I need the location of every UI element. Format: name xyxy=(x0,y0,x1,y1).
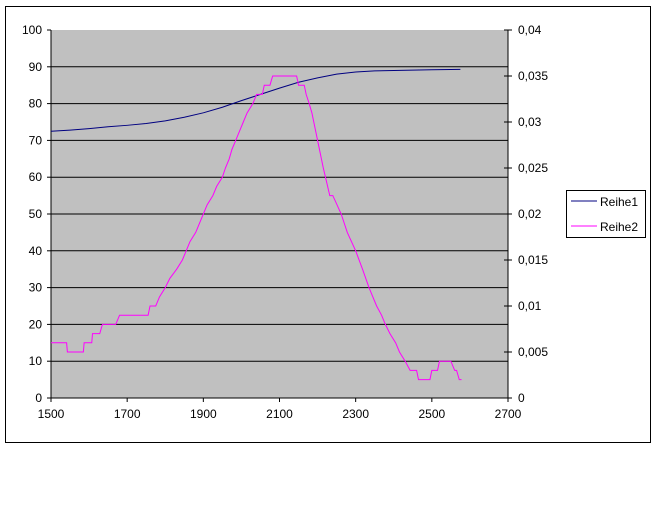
x-tick-label: 1900 xyxy=(190,407,217,421)
y-tick-label: 30 xyxy=(29,281,43,295)
y2-tick-label: 0,02 xyxy=(518,207,542,221)
y-tick-label: 10 xyxy=(29,354,43,368)
x-tick-label: 2500 xyxy=(418,407,445,421)
series-line-reihe2 xyxy=(51,75,462,381)
y-tick-label: 60 xyxy=(29,170,43,184)
legend: Reihe1 Reihe2 xyxy=(566,190,646,238)
y-tick-label: 90 xyxy=(29,60,43,74)
y-tick-label: 0 xyxy=(35,391,42,405)
y-tick-label: 70 xyxy=(29,133,43,147)
y2-tick-label: 0,01 xyxy=(518,299,542,313)
x-tick-label: 2300 xyxy=(342,407,369,421)
y2-tick-label: 0,035 xyxy=(518,69,548,83)
y2-tick-label: 0,03 xyxy=(518,115,542,129)
x-tick-label: 1700 xyxy=(114,407,141,421)
y-tick-label: 50 xyxy=(29,207,43,221)
series-line-reihe1 xyxy=(50,68,461,132)
y-tick-label: 80 xyxy=(29,97,43,111)
x-tick-label: 1500 xyxy=(38,407,65,421)
legend-label-reihe2: Reihe2 xyxy=(600,220,638,234)
y-tick-label: 100 xyxy=(22,23,42,37)
x-tick-label: 2700 xyxy=(495,407,522,421)
y2-tick-label: 0,005 xyxy=(518,345,548,359)
y2-tick-label: 0,015 xyxy=(518,253,548,267)
y2-tick-label: 0 xyxy=(518,391,525,405)
x-tick-label: 2100 xyxy=(266,407,293,421)
legend-label-reihe1: Reihe1 xyxy=(600,195,638,209)
y2-tick-label: 0,04 xyxy=(518,23,542,37)
legend-box xyxy=(566,190,646,238)
y-tick-label: 40 xyxy=(29,244,43,258)
y2-tick-label: 0,025 xyxy=(518,161,548,175)
y-tick-label: 20 xyxy=(29,317,43,331)
